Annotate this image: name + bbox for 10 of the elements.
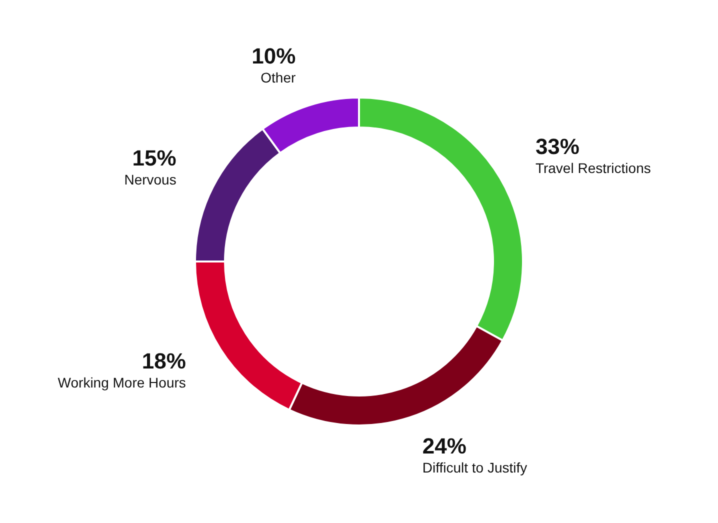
slice-label: Working More Hours [58, 374, 186, 390]
data-label: 24% [422, 433, 466, 458]
slice-label: Travel Restrictions [535, 160, 651, 176]
data-label: 18% [142, 348, 186, 374]
slice-label: Nervous [124, 171, 176, 188]
data-label: 15% [132, 145, 176, 170]
data-label: 33% [535, 134, 580, 160]
slice-label: Difficult to Justify [422, 459, 528, 476]
slice-label: Other [260, 70, 296, 86]
data-label: 10% [252, 44, 296, 69]
